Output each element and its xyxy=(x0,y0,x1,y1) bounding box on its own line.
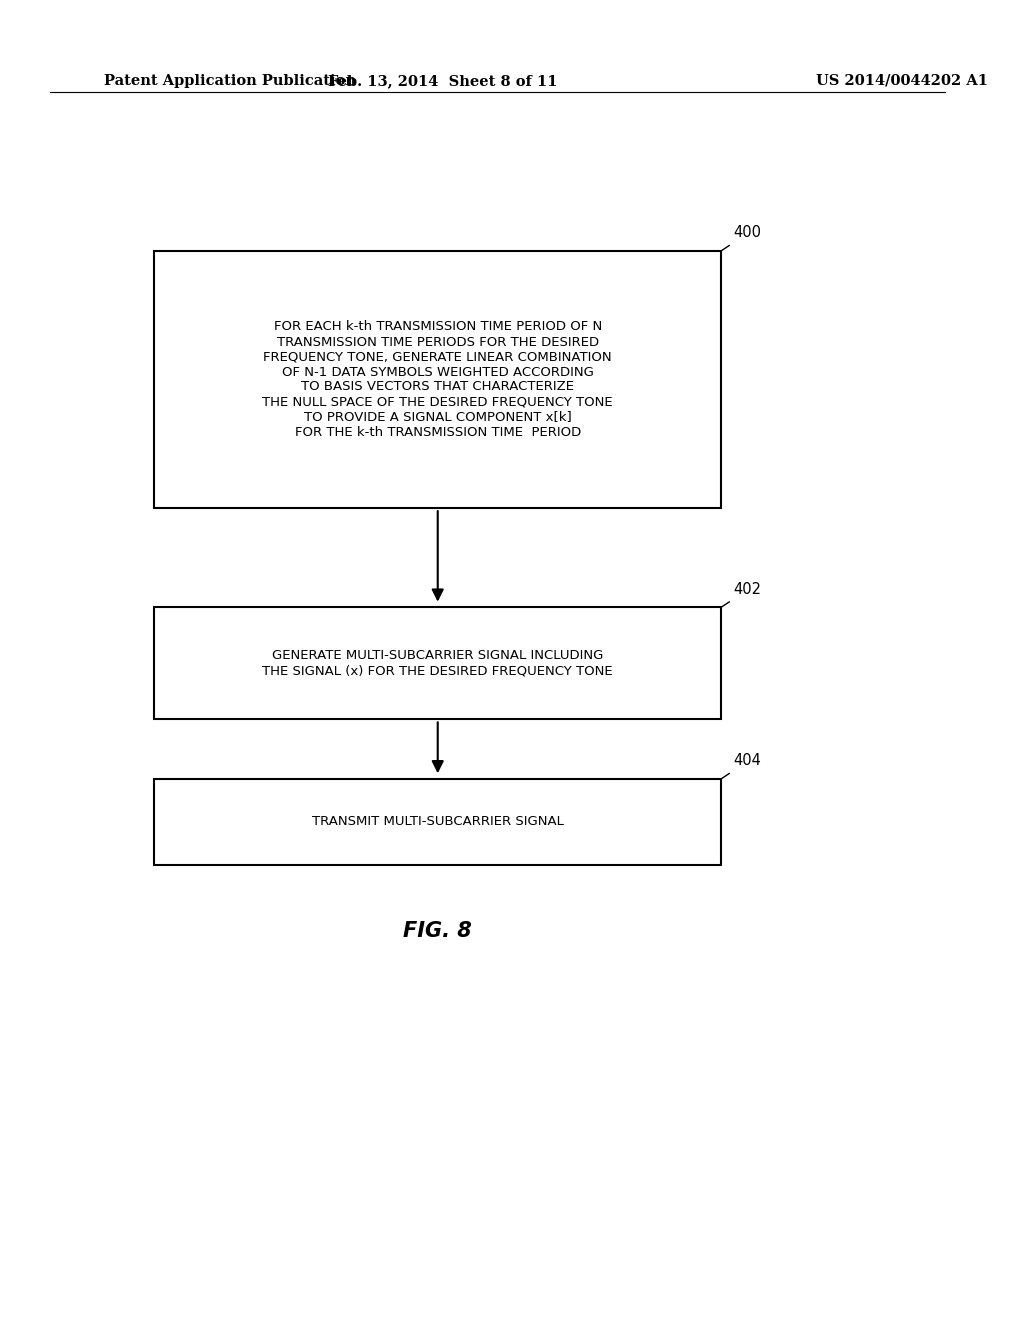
Text: 402: 402 xyxy=(733,582,761,597)
Text: GENERATE MULTI-SUBCARRIER SIGNAL INCLUDING
THE SIGNAL (x) FOR THE DESIRED FREQUE: GENERATE MULTI-SUBCARRIER SIGNAL INCLUDI… xyxy=(262,649,613,677)
Text: Patent Application Publication: Patent Application Publication xyxy=(104,74,356,88)
Text: Feb. 13, 2014  Sheet 8 of 11: Feb. 13, 2014 Sheet 8 of 11 xyxy=(328,74,557,88)
Text: TRANSMIT MULTI-SUBCARRIER SIGNAL: TRANSMIT MULTI-SUBCARRIER SIGNAL xyxy=(311,816,563,828)
FancyBboxPatch shape xyxy=(155,607,721,719)
Text: 400: 400 xyxy=(733,226,761,240)
Text: FIG. 8: FIG. 8 xyxy=(403,920,472,941)
Text: US 2014/0044202 A1: US 2014/0044202 A1 xyxy=(816,74,988,88)
FancyBboxPatch shape xyxy=(155,251,721,508)
Text: FOR EACH k-th TRANSMISSION TIME PERIOD OF N
TRANSMISSION TIME PERIODS FOR THE DE: FOR EACH k-th TRANSMISSION TIME PERIOD O… xyxy=(262,321,613,438)
Text: 404: 404 xyxy=(733,754,761,768)
FancyBboxPatch shape xyxy=(155,779,721,865)
